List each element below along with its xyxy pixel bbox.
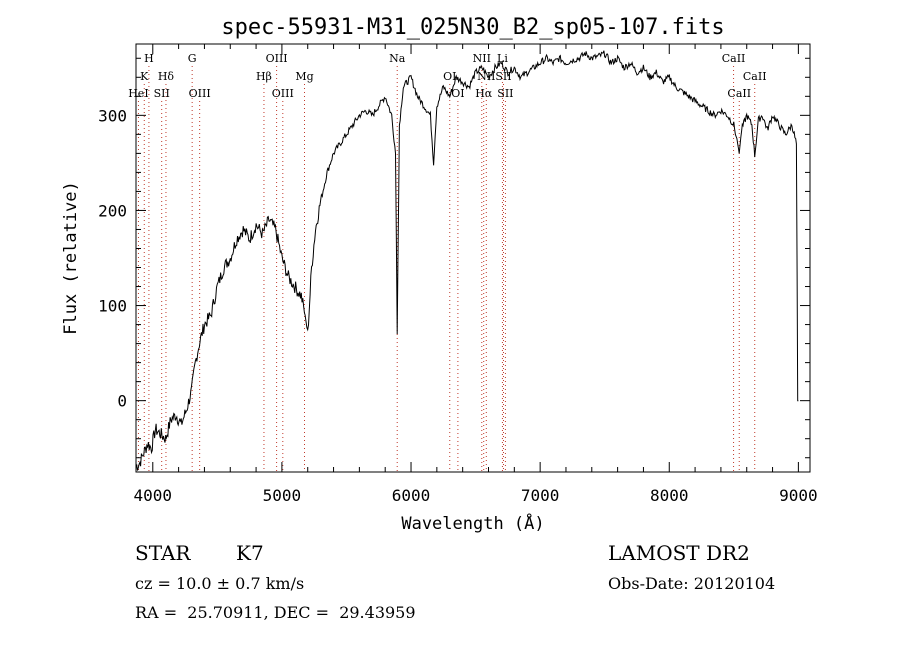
line-marker-label: OIII: [189, 87, 211, 100]
chart-title: spec-55931-M31_025N30_B2_sp05-107.fits: [221, 15, 724, 40]
line-marker-label: H: [144, 52, 154, 65]
x-tick-label: 7000: [521, 486, 560, 505]
coordinates: RA = 25.70911, DEC = 29.43959: [135, 603, 416, 622]
line-marker-label: K: [140, 70, 149, 83]
line-marker-label: G: [188, 52, 197, 65]
x-tick-label: 5000: [263, 486, 302, 505]
object-class: STAR: [135, 541, 191, 565]
line-marker-label: OI: [443, 70, 456, 83]
y-tick-label: 200: [98, 201, 127, 220]
line-marker-label: CaII: [722, 52, 746, 65]
line-marker-label: OI: [451, 87, 464, 100]
line-marker-label: Mg: [295, 70, 313, 83]
line-marker-label: CaII: [727, 87, 751, 100]
line-marker-label: CaII: [743, 70, 767, 83]
x-axis-label: Wavelength (Å): [401, 512, 544, 534]
line-marker-label: OIII: [266, 52, 288, 65]
line-marker-label: Li: [497, 52, 508, 65]
y-tick-label: 0: [117, 392, 127, 411]
x-tick-label: 4000: [134, 486, 173, 505]
line-marker-label: Hα: [475, 87, 493, 100]
y-tick-label: 100: [98, 297, 127, 316]
plot-frame: [135, 43, 811, 473]
line-marker-label: Hβ: [256, 70, 272, 83]
y-tick-label: 300: [98, 106, 127, 125]
line-marker-label: SII: [154, 87, 170, 100]
observation-date: Obs-Date: 20120104: [608, 574, 776, 593]
line-marker-label: SII: [497, 87, 513, 100]
redshift-value: cz = 10.0 ± 0.7 km/s: [135, 574, 305, 593]
spectral-line-markers: [137, 66, 756, 472]
object-subclass: K7: [236, 541, 264, 565]
x-tick-label: 9000: [779, 486, 818, 505]
axes: 4000 5000 6000 7000 8000 9000 0 100 200 300: [98, 44, 818, 505]
survey-name: LAMOST DR2: [608, 541, 750, 565]
line-marker-label: HeI: [128, 87, 148, 100]
y-axis-label: Flux (relative): [61, 181, 81, 335]
x-tick-label: 8000: [650, 486, 689, 505]
line-marker-label: NII: [473, 52, 491, 65]
x-tick-label: 6000: [392, 486, 431, 505]
line-marker-label: Na: [389, 52, 406, 65]
line-marker-label: Hδ: [158, 70, 175, 83]
line-marker-label: NII: [477, 70, 495, 83]
line-marker-label: OIII: [272, 87, 294, 100]
spectrum-line: [135, 50, 799, 471]
line-marker-label: SII: [495, 70, 511, 83]
